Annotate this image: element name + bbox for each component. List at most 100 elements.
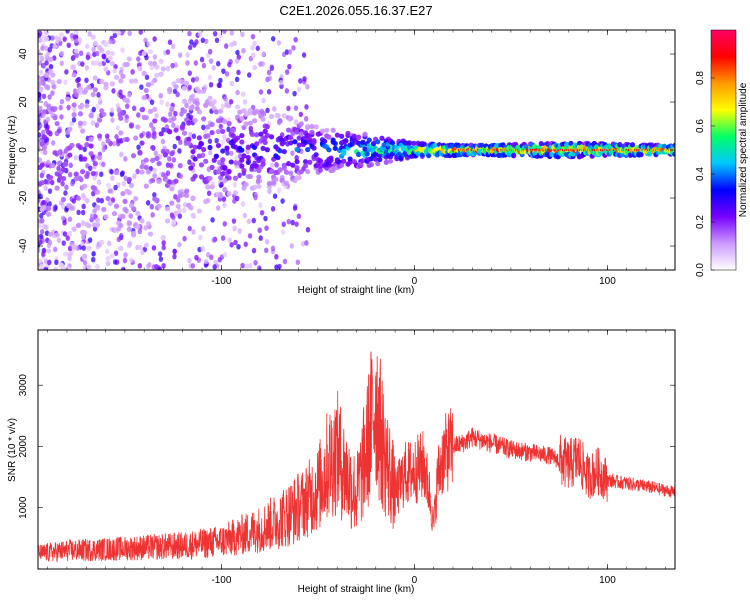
spectrogram-cell [576,148,579,152]
spectrogram-cell [90,34,96,40]
spectrogram-cell [223,43,229,49]
spectrogram-cell [43,36,50,42]
spectrogram-cell [71,102,77,108]
spectrogram-cell [156,203,162,209]
spectrogram-cell [593,144,600,150]
spectrogram-cell [172,248,178,255]
spectrogram-cell [139,132,144,139]
spectrogram-cell [75,195,81,201]
spectrogram-cell [277,263,282,270]
spectrogram-cell [619,152,625,158]
spectrogram-cell [364,150,370,156]
spectrogram-cell [113,250,119,256]
spectrogram-cell [341,158,347,164]
spectrogram-cell [76,209,81,216]
spectrogram-cell [65,96,71,102]
spectrogram-cell [211,157,217,163]
spectrogram-cell [124,61,130,68]
spectrogram-cell [99,47,105,53]
spectrogram-cell [52,106,58,112]
spectrogram-cell [286,218,291,225]
spectrogram-cell [175,135,181,141]
spectrogram-cell [201,62,207,69]
spectrogram-cell [47,94,52,100]
spectrogram-cell [224,145,230,152]
x-tick-label: 0 [412,276,418,287]
spectrogram-cell [268,113,275,120]
spectrogram-cell [293,119,299,125]
spectrogram-cell [241,47,246,54]
snr-panel: -100 0 100 1000 2000 3000 Height of straight… [7,329,676,595]
spectrogram-cell [171,122,176,129]
y-tick-label: 40 [18,48,29,60]
spectrogram-cell [109,253,115,259]
spectrogram-cell [226,191,232,197]
spectrogram-cell [209,254,214,261]
spectrogram-cell [265,107,270,114]
spectrogram-cell [90,92,96,98]
spectrogram-cell [290,162,296,168]
spectrogram-cell [247,173,253,180]
spectrogram-y-ticks: -40 -20 0 20 40 [18,48,675,253]
spectrogram-cell [228,99,234,105]
spectrogram-cell [251,217,256,224]
spectrogram-cell [109,81,115,87]
spectrogram-cell [266,180,273,187]
spectrogram-cell [313,124,319,130]
y-tick-label: -40 [18,238,29,253]
spectrogram-cell [175,203,181,209]
spectrogram-cell [189,39,194,45]
spectrogram-panel: -100 0 100 -40 -20 0 20 40 Height of straight … [7,29,676,296]
spectrogram-cell [172,253,177,260]
spectrogram-cell [130,69,135,75]
spectrogram-cell [144,74,150,81]
spectrogram-cell [238,152,243,159]
spectrogram-cell [263,215,268,222]
spectrogram-cell [68,162,73,169]
spectrogram-cell [252,40,257,47]
spectrogram-cell [270,206,276,212]
spectrogram-cell [275,113,281,119]
spectrogram-cell [85,43,90,50]
spectrogram-cell [260,161,266,167]
spectrogram-cell [71,112,77,118]
spectrogram-cell [226,175,232,181]
spectrogram-cell [292,205,298,212]
spectrogram-cell [201,88,207,94]
spectrogram-cell [239,139,245,145]
spectrogram-cell [167,179,173,185]
spectrogram-cell [203,102,209,108]
spectrogram-cell [88,237,93,243]
spectrogram-cell [239,157,245,163]
spectrogram-cell [133,135,139,141]
spectrogram-cell [432,142,438,148]
spectrogram-cell [136,56,141,62]
spectrogram-cell [80,220,86,226]
spectrogram-cell [247,233,253,239]
spectrogram-cell [118,69,124,76]
colorbar-ticks: 0.0 0.2 0.4 0.6 0.8 [695,71,715,277]
snr-series-line [38,351,675,563]
spectrogram-cell [266,69,272,76]
spectrogram-cell [123,252,128,258]
spectrogram-cell [201,225,206,232]
spectrogram-cell [245,144,251,150]
spectrogram-cell [254,108,260,114]
spectrogram-cell [44,60,49,66]
spectrogram-cell [47,46,52,53]
spectrogram-cell [184,102,189,109]
spectrogram-cell [147,60,154,66]
spectrogram-cell [101,206,107,213]
spectrogram-cell [356,134,362,141]
spectrogram-cell [245,154,251,161]
spectrogram-cell [137,244,143,250]
spectrogram-cell [205,124,211,130]
spectrogram-cell [276,187,282,194]
spectrogram-cell [240,262,245,269]
spectrogram-cell [309,129,315,135]
spectrogram-cell [672,142,675,149]
spectrogram-cell [260,145,266,151]
spectrogram-cell [187,257,192,264]
spectrogram-cell [67,171,73,178]
spectrogram-cell [646,148,649,152]
